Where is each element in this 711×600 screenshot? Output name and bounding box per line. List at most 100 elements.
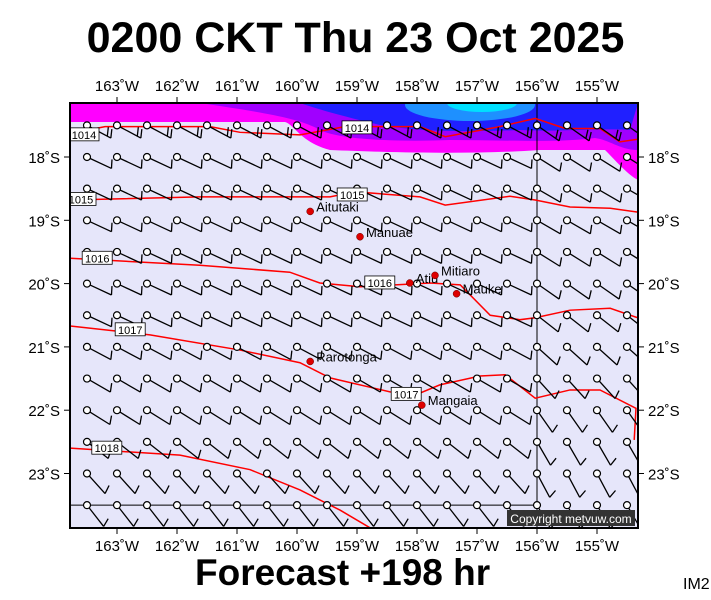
wind-barb-shaft [329,443,349,459]
wind-station-circle [382,374,392,383]
wind-barb [202,437,232,459]
wind-barb-shaft [149,347,172,361]
wind-station-circle [112,342,122,351]
wind-barb [112,469,140,494]
wind-barb [532,342,561,366]
island-marker [306,357,314,366]
wind-barb-feather [349,415,353,425]
wind-barb [202,121,233,139]
wind-barb-feather [320,191,323,201]
wind-barb [262,279,293,296]
wind-barb [292,437,322,459]
wind-barb-feather [439,383,443,393]
wind-barb-shaft [419,189,442,201]
wind-barb-shaft [208,507,225,527]
wind-barb [442,121,473,139]
wind-station-circle [622,247,632,257]
wind-barb-feather [530,350,533,360]
wind-barb-feather [200,285,203,296]
wind-station-circle [382,247,392,257]
wind-barb [352,374,383,393]
wind-barb-feather [290,317,293,327]
wind-barb [292,216,323,233]
wind-station-circle [292,121,302,130]
wind-barb [202,469,230,494]
wind-station-circle [502,152,512,162]
wind-barb [232,501,259,527]
wind-barb-feather [320,317,323,327]
wind-barb-feather [616,356,621,366]
wind-station-circle [472,216,482,225]
wind-station-circle [562,437,572,446]
wind-barb [412,247,443,264]
wind-station-circle [172,152,182,162]
wind-barb-feather [349,383,353,393]
wind-station-circle [202,247,212,257]
wind-station-circle [532,121,542,130]
wind-barb-shaft [209,284,232,296]
wind-barb-feather [140,222,143,232]
wind-station-circle [262,247,272,257]
wind-barb [442,279,473,296]
wind-barb-shaft [329,316,352,328]
wind-station-circle [382,152,392,162]
wind-barb-feather [290,159,293,169]
wind-barb [562,311,592,333]
wind-barb [172,152,203,169]
wind-barb-feather [254,485,260,494]
wind-barb-shaft [388,475,406,494]
wind-barb-shaft [539,158,561,172]
lon-label-bottom: 161˚W [215,538,260,555]
wind-barb-feather [290,129,293,139]
wind-barb-feather [494,485,500,494]
wind-barb-feather [256,127,259,137]
wind-barb [82,216,113,233]
wind-barb [112,184,143,201]
lon-label-top: 161˚W [215,78,260,95]
wind-barb-shaft [599,348,618,366]
wind-barb-shaft [449,443,469,459]
wind-station-circle [172,216,182,225]
wind-barb-shaft [208,475,226,494]
wind-station-circle [262,216,272,225]
wind-station-circle [592,279,602,288]
wind-barb [262,184,293,201]
wind-barb-feather [350,350,353,360]
wind-barb-feather [139,383,143,393]
isobar-label-text: 1017 [394,389,418,401]
wind-station-circle [112,311,122,320]
wind-station-circle [232,184,242,193]
wind-station-circle [562,121,572,130]
wind-barb-feather [259,383,263,393]
wind-barb-feather [260,159,263,169]
wind-barb-shaft [479,379,501,393]
wind-barb-feather [350,254,353,264]
wind-barb [232,342,263,361]
wind-barb [292,342,323,361]
isobar-label: 1014 [341,120,373,135]
wind-station-circle [292,501,302,510]
wind-barb-shaft [419,379,441,393]
wind-barb-shaft [508,475,526,494]
wind-barb [232,216,263,233]
wind-barb-feather [500,317,503,327]
wind-barb [292,247,323,264]
lon-label-bottom: 160˚W [275,538,320,555]
wind-barb [622,279,638,293]
isobar-label: 1016 [81,250,113,265]
wind-barb [562,437,587,466]
wind-barb [442,311,473,328]
wind-barb-feather [619,162,623,172]
wind-station-circle [172,247,182,257]
wind-station-circle [532,247,542,257]
wind-barb-shaft [629,348,638,358]
wind-barb-shaft [628,444,638,463]
wind-barb-shaft [389,316,412,328]
wind-barb [592,247,623,267]
wind-barb-feather [559,224,563,234]
isobar-label: 1018 [91,440,123,455]
wind-station-circle [292,279,302,288]
wind-station-circle [202,279,212,288]
wind-barb-shaft [449,252,472,264]
wind-barb [232,152,263,169]
